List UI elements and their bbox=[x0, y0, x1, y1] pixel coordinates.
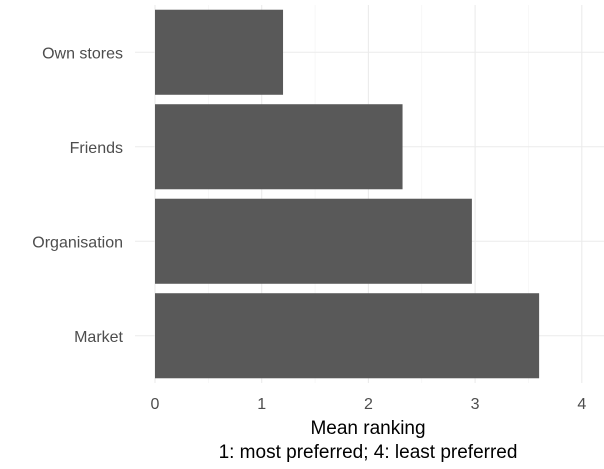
x-tick-label: 4 bbox=[577, 396, 586, 413]
bar-own-stores bbox=[155, 9, 284, 95]
x-tick-label: 1 bbox=[257, 396, 266, 413]
y-tick-label: Organisation bbox=[32, 234, 123, 251]
x-tick-label: 0 bbox=[151, 396, 160, 413]
x-axis-title-line1: Mean ranking bbox=[310, 418, 425, 439]
x-tick-label: 2 bbox=[364, 396, 373, 413]
bar-organisation bbox=[155, 198, 472, 284]
y-axis-labels: Own stores Friends Organisation Market bbox=[32, 45, 123, 346]
x-axis-labels: 0 1 2 3 4 bbox=[151, 396, 587, 413]
y-tick-label: Friends bbox=[70, 140, 123, 157]
bars bbox=[155, 9, 540, 379]
y-tick-label: Market bbox=[74, 329, 123, 346]
bar-friends bbox=[155, 104, 403, 190]
bar-market bbox=[155, 293, 540, 379]
y-tick-label: Own stores bbox=[42, 45, 123, 62]
x-tick-label: 3 bbox=[471, 396, 480, 413]
x-axis-title-line2: 1: most preferred; 4: least preferred bbox=[219, 442, 518, 463]
